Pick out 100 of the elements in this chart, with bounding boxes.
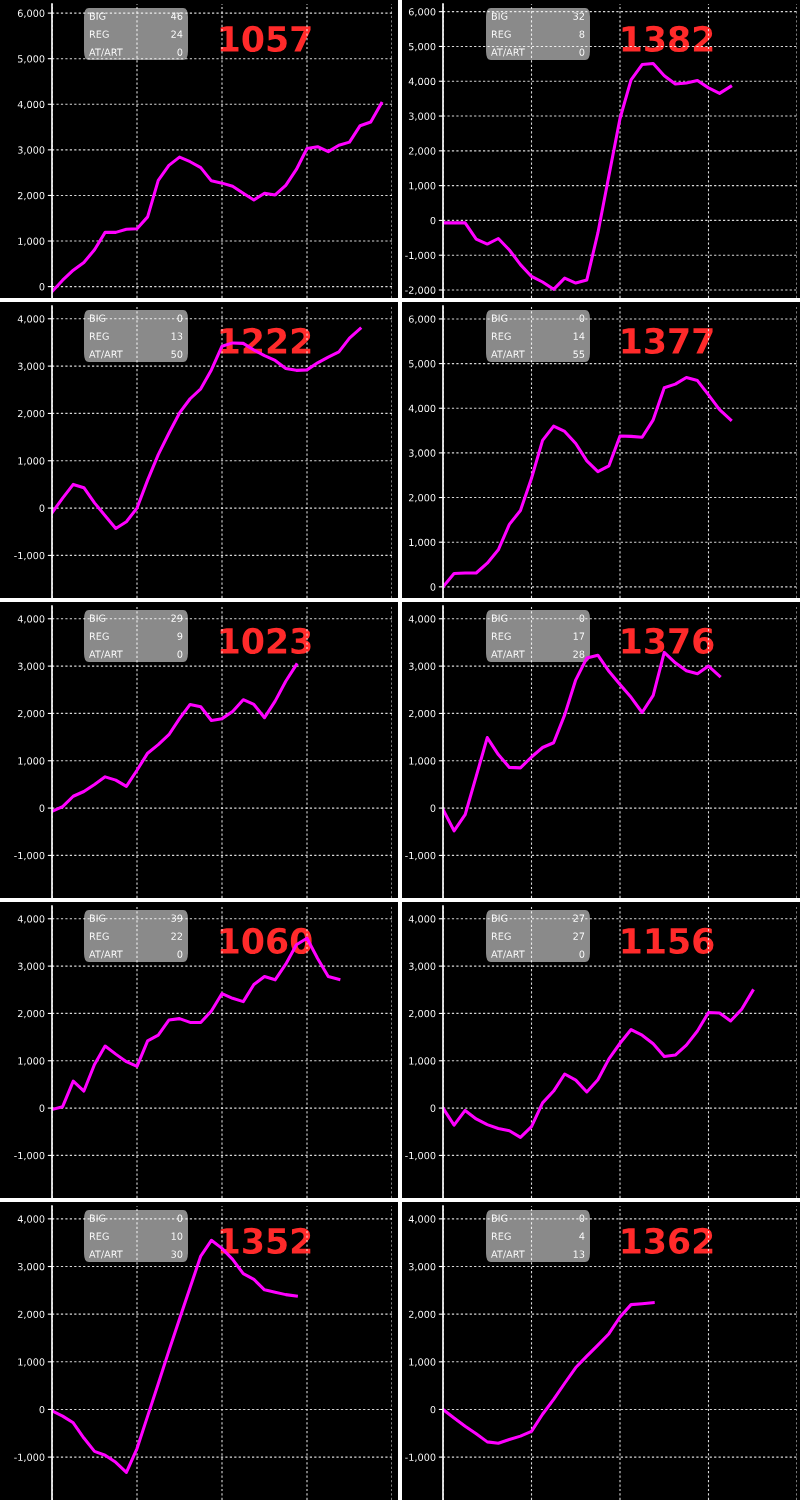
annotation: 22 <box>171 932 183 940</box>
y-tick-label: 4,000 <box>408 404 436 414</box>
annotation: BIG <box>491 614 508 622</box>
annotation: 0 <box>579 950 585 958</box>
y-tick-label: 2,000 <box>408 147 436 156</box>
y-tick-label: 4,000 <box>408 77 436 87</box>
y-tick-label: 4,000 <box>408 615 436 624</box>
y-tick-label: 2,000 <box>17 191 45 201</box>
annotation: REG <box>491 1232 511 1240</box>
line-series <box>52 101 383 294</box>
annotation: 0 <box>177 1214 183 1222</box>
annotation: BIG <box>491 12 508 20</box>
annotation: 46 <box>171 12 183 20</box>
annotation: REG <box>89 1232 109 1240</box>
text: 1362 <box>622 1227 713 1255</box>
annotation: 17 <box>573 632 585 640</box>
y-tick-label: 3,000 <box>17 962 45 971</box>
annotation: 27 <box>573 914 585 922</box>
line-series <box>52 327 362 530</box>
y-tick-label: 2,000 <box>17 1310 45 1319</box>
annotation: 4 <box>579 1232 585 1240</box>
y-tick-label: 4,000 <box>17 100 45 110</box>
line-series <box>443 61 733 291</box>
y-tick-label: 5,000 <box>408 42 436 52</box>
annotation: REG <box>491 332 511 340</box>
y-tick-label: 1,000 <box>18 757 45 766</box>
annotation: 0 <box>579 314 585 322</box>
y-tick-label: 3,000 <box>408 112 436 121</box>
y-tick-label: 0 <box>430 583 436 591</box>
y-tick-label: -1,000 <box>14 1151 45 1161</box>
y-tick-label: -1,000 <box>14 851 45 861</box>
annotation: 9 <box>177 632 183 640</box>
annotation: 0 <box>579 614 585 622</box>
y-tick-label: 0 <box>39 1104 45 1112</box>
annotation: BIG <box>491 314 508 322</box>
y-tick-label: 4,000 <box>17 615 45 624</box>
y-tick-label: 6,000 <box>408 8 436 17</box>
annotation: AT/ART <box>89 350 123 359</box>
annotation: REG <box>89 332 109 340</box>
line-series <box>443 989 755 1139</box>
text: 1023 <box>220 627 311 655</box>
annotation: AT/ART <box>491 350 525 359</box>
y-tick-label: -1,000 <box>405 851 436 861</box>
text: 1376 <box>622 627 714 655</box>
y-tick-label: 4,000 <box>17 1215 45 1224</box>
y-tick-label: -1,000 <box>405 251 436 261</box>
y-tick-label: 3,000 <box>408 962 436 971</box>
line-series <box>52 663 298 813</box>
y-tick-label: 4,000 <box>408 915 436 924</box>
annotation: REG <box>491 632 511 640</box>
annotation: 8 <box>579 30 585 38</box>
y-tick-label: -1,000 <box>405 1151 436 1161</box>
y-tick-label: 1,000 <box>409 757 436 766</box>
y-tick-label: 4,000 <box>17 915 45 924</box>
y-tick-label: 5,000 <box>408 360 436 369</box>
annotation: 27 <box>573 932 585 940</box>
annotation: BIG <box>491 1214 508 1222</box>
y-tick-label: 3,000 <box>17 362 45 371</box>
annotation: 55 <box>573 350 585 358</box>
annotation: AT/ART <box>89 950 123 959</box>
annotation: 0 <box>177 314 183 322</box>
annotation: REG <box>89 932 109 940</box>
annotation: 14 <box>573 332 585 340</box>
y-tick-label: 3,000 <box>408 449 436 458</box>
y-tick-label: 3,000 <box>17 146 45 155</box>
y-tick-label: 2,000 <box>408 494 436 503</box>
annotation: 50 <box>171 350 183 358</box>
annotation: AT/ART <box>491 1250 525 1259</box>
annotation: REG <box>89 30 109 38</box>
y-tick-label: 1,000 <box>409 538 436 548</box>
text: 1156 <box>622 927 714 955</box>
y-tick-label: -1,000 <box>14 1453 45 1462</box>
annotation: 13 <box>573 1250 585 1258</box>
y-tick-label: 5,000 <box>17 55 45 64</box>
chart-title: 1222 <box>220 327 311 354</box>
text: 1060 <box>220 927 312 955</box>
y-tick-label: 2,000 <box>408 1009 436 1019</box>
y-tick-label: 2,000 <box>17 409 45 419</box>
annotation: 10 <box>171 1232 183 1240</box>
annotation: REG <box>491 932 511 940</box>
line-series <box>443 375 733 589</box>
annotation: BIG <box>89 614 106 622</box>
annotation: BIG <box>491 914 508 922</box>
y-tick-label: 0 <box>430 1104 436 1112</box>
y-tick-label: 2,000 <box>17 1009 45 1019</box>
y-tick-label: 0 <box>39 804 45 812</box>
annotation: AT/ART <box>491 650 525 659</box>
y-tick-label: 1,000 <box>18 1358 45 1367</box>
y-tick-label: 4,000 <box>17 315 45 324</box>
y-tick-label: 0 <box>39 283 45 291</box>
annotation: BIG <box>89 12 106 20</box>
y-tick-label: 6,000 <box>17 9 45 18</box>
text: 1382 <box>622 25 713 53</box>
y-tick-label: 3,000 <box>408 1262 436 1272</box>
text: 1057 <box>220 25 311 53</box>
annotation: AT/ART <box>491 950 525 959</box>
annotation: AT/ART <box>89 650 123 659</box>
annotation: AT/ART <box>491 48 525 57</box>
y-tick-label: 0 <box>430 1405 436 1414</box>
y-tick-label: 3,000 <box>17 1262 45 1272</box>
